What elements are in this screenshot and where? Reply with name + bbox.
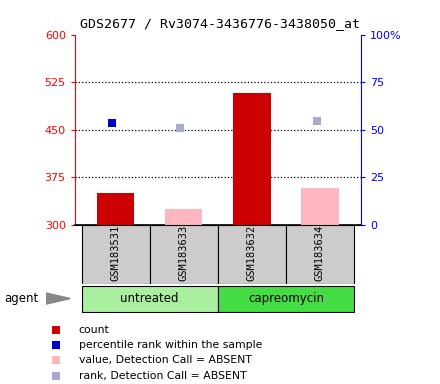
Text: rank, Detection Call = ABSENT: rank, Detection Call = ABSENT [79,371,246,381]
Bar [286,225,354,284]
Text: GSM183531: GSM183531 [110,225,121,281]
Bar [218,286,354,311]
Bar [165,209,202,225]
Polygon shape [46,293,70,304]
Bar [150,225,218,284]
Text: GSM183633: GSM183633 [179,225,189,281]
Text: percentile rank within the sample: percentile rank within the sample [79,340,262,350]
Text: count: count [79,325,110,335]
Bar [97,193,134,225]
Text: GSM183634: GSM183634 [315,225,325,281]
Text: untreated: untreated [121,292,179,305]
Bar [301,188,339,225]
Bar [81,225,150,284]
Bar [218,225,286,284]
Text: GSM183632: GSM183632 [247,225,257,281]
Bar [233,93,271,225]
Text: GDS2677 / Rv3074-3436776-3438050_at: GDS2677 / Rv3074-3436776-3438050_at [80,17,360,30]
Text: capreomycin: capreomycin [248,292,324,305]
Text: agent: agent [4,292,39,305]
Text: value, Detection Call = ABSENT: value, Detection Call = ABSENT [79,356,252,366]
Bar [81,286,218,311]
